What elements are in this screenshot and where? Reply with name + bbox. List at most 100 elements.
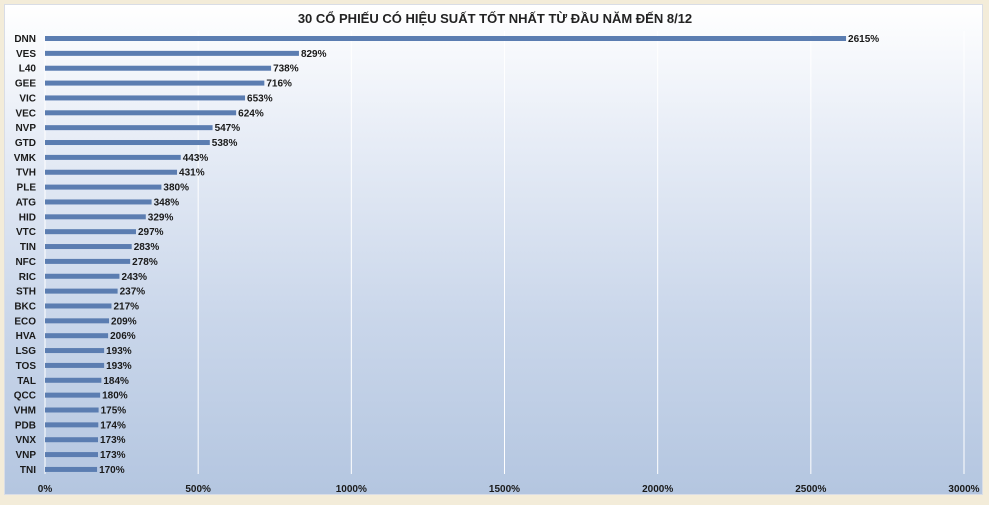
bar [45, 466, 98, 472]
bar [45, 407, 99, 413]
category-label: VHM [14, 406, 36, 417]
value-label: 283% [134, 242, 160, 253]
bar [45, 362, 105, 368]
category-label: VIC [19, 93, 36, 104]
category-label: TAL [17, 376, 36, 387]
category-label: DNN [14, 34, 36, 45]
category-label: BKC [14, 301, 36, 312]
value-label: 243% [121, 272, 147, 283]
bar [45, 154, 181, 160]
value-label: 209% [111, 316, 137, 327]
x-tick-label: 0% [38, 484, 53, 495]
bar [45, 36, 847, 41]
bar [45, 95, 246, 101]
value-label: 624% [238, 108, 264, 119]
x-tick-label: 2500% [795, 484, 826, 495]
value-label: 184% [103, 376, 129, 387]
category-label: PLE [17, 183, 37, 194]
bar [45, 452, 98, 458]
value-label: 348% [154, 197, 180, 208]
value-label: 297% [138, 227, 164, 238]
category-label: TIN [20, 242, 36, 253]
bar [45, 214, 146, 220]
value-label: 443% [183, 153, 209, 164]
category-label: TVH [16, 168, 36, 179]
value-label: 380% [163, 183, 189, 194]
bar [45, 333, 109, 339]
value-label: 237% [120, 287, 146, 298]
value-label: 738% [273, 64, 299, 75]
bar [45, 318, 110, 324]
category-label: HVA [16, 331, 36, 342]
value-label: 829% [301, 49, 327, 60]
category-label: LSG [15, 346, 36, 357]
value-labels: 2615% 829%738% 716% 653% 624% 547% 538%443% 431… [99, 34, 879, 476]
category-label: RIC [19, 272, 36, 283]
bar [45, 184, 162, 190]
value-label: 174% [100, 420, 126, 431]
value-label: 538% [212, 138, 238, 149]
bar [45, 50, 299, 56]
value-label: 173% [100, 450, 126, 461]
bar [45, 273, 120, 279]
value-label: 716% [266, 79, 292, 90]
bar [45, 258, 131, 264]
value-label: 547% [215, 123, 241, 134]
value-label: 2615% [848, 34, 879, 45]
value-label: 193% [106, 346, 132, 357]
bar [45, 140, 210, 146]
category-label: GTD [15, 138, 36, 149]
category-label: HID [19, 212, 36, 223]
category-label: ECO [14, 316, 36, 327]
x-tick-label: 2000% [642, 484, 673, 495]
category-label: STH [16, 287, 36, 298]
bar [45, 169, 178, 175]
value-label: 217% [113, 301, 139, 312]
category-label: NFC [15, 257, 36, 268]
chart-title: 30 CỔ PHIẾU CÓ HIỆU SUẤT TỐT NHẤT TỪ ĐẦU… [298, 11, 692, 26]
value-label: 175% [101, 406, 127, 417]
category-label: QCC [14, 391, 36, 402]
value-label: 173% [100, 435, 126, 446]
x-tick-label: 1500% [489, 484, 520, 495]
value-label: 206% [110, 331, 136, 342]
category-labels: DNN VES L40 GEE VIC VEC NVP GTD VMK TVH PLE ATG HID V… [14, 34, 37, 476]
bar [45, 303, 112, 309]
x-tick-label: 3000% [948, 484, 979, 495]
value-label: 653% [247, 93, 273, 104]
category-label: VTC [16, 227, 36, 238]
category-label: NVP [15, 123, 36, 134]
value-label: 180% [102, 391, 128, 402]
category-label: VNX [15, 435, 36, 446]
bar [45, 125, 213, 131]
value-label: 431% [179, 168, 205, 179]
chart-frame: 30 CỔ PHIẾU CÓ HIỆU SUẤT TỐT NHẤT TỪ ĐẦU… [4, 4, 983, 495]
value-label: 193% [106, 361, 132, 372]
category-label: PDB [15, 420, 36, 431]
bar [45, 392, 101, 398]
bar [45, 229, 136, 235]
bar [45, 110, 237, 116]
bar [45, 65, 272, 71]
x-axis-ticks: 0% 500% 1000% 1500% 2000% 2500% 3000% [38, 484, 980, 495]
x-tick-label: 1000% [336, 484, 367, 495]
bar [45, 244, 132, 250]
bar [45, 80, 265, 86]
bar-chart: 30 CỔ PHIẾU CÓ HIỆU SUẤT TỐT NHẤT TỪ ĐẦU… [14, 11, 980, 495]
category-label: VMK [14, 153, 37, 164]
bar [45, 422, 99, 428]
bar [45, 288, 118, 294]
category-label: TOS [16, 361, 37, 372]
value-label: 329% [148, 212, 174, 223]
category-label: VNP [15, 450, 36, 461]
gridlines [44, 31, 965, 474]
category-label: VEC [15, 108, 36, 119]
x-tick-label: 500% [185, 484, 211, 495]
category-label: GEE [15, 79, 36, 90]
bar [45, 377, 102, 383]
bar [45, 437, 98, 443]
category-label: L40 [19, 64, 37, 75]
bar [45, 199, 152, 205]
value-label: 170% [99, 465, 125, 476]
category-label: ATG [16, 197, 37, 208]
